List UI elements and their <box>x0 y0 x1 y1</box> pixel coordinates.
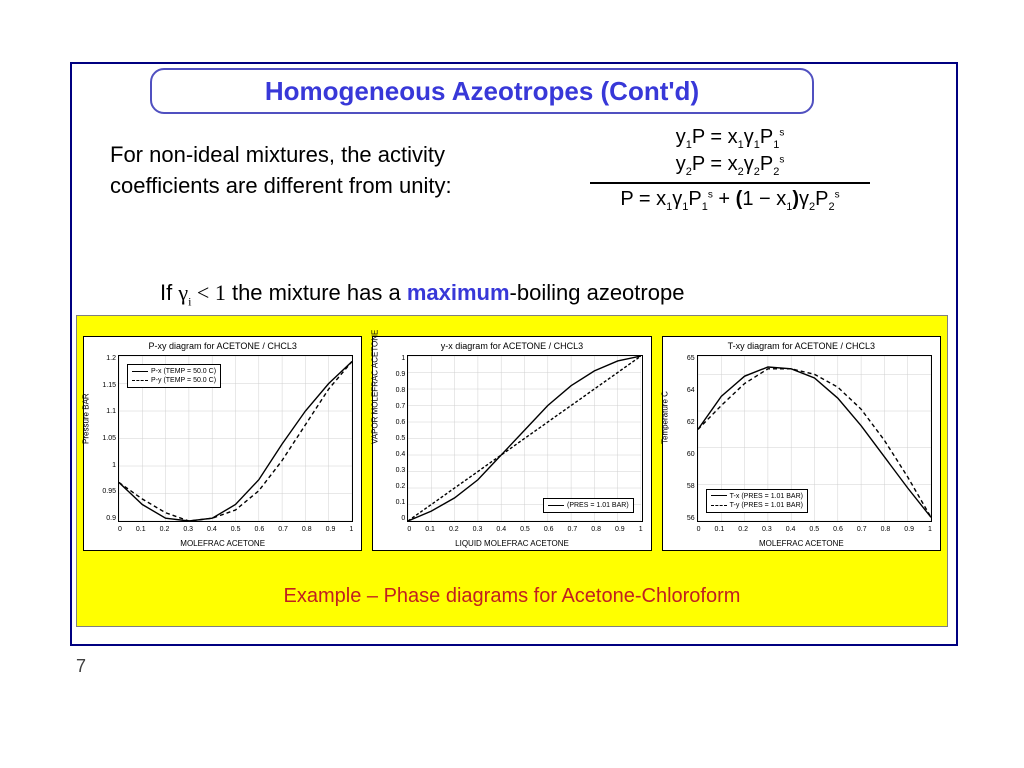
example-panel: P-xy diagram for ACETONE / CHCL3 MOLEFRAC… <box>76 315 948 627</box>
plot-area: (PRES = 1.01 BAR) <box>407 355 642 522</box>
page-number: 7 <box>76 656 86 677</box>
eq-1: y1P = x1γ1P1s <box>560 126 900 151</box>
eq-divider <box>590 182 870 184</box>
equations: y1P = x1γ1P1s y2P = x2γ2P2s P = x1γ1P1s … <box>560 124 900 215</box>
chart-ylabel: Pressure BAR <box>82 393 91 444</box>
legend: P-x (TEMP = 50.0 C)P-y (TEMP = 50.0 C) <box>127 364 221 388</box>
chart-ylabel: Temperature C <box>660 391 669 444</box>
if-mid: the mixture has a <box>226 280 407 305</box>
intro-text: For non-ideal mixtures, the activity coe… <box>110 140 510 202</box>
xticks: 00.10.20.30.40.50.60.70.80.91 <box>407 526 642 536</box>
chart-ylabel: VAPOR MOLEFRAC ACETONE <box>371 329 380 443</box>
chart-title: P-xy diagram for ACETONE / CHCL3 <box>84 341 361 351</box>
chart-1: y-x diagram for ACETONE / CHCL3 LIQUID MO… <box>372 336 651 551</box>
condition-line: If γi < 1 the mixture has a maximum-boil… <box>160 280 900 309</box>
charts-row: P-xy diagram for ACETONE / CHCL3 MOLEFRAC… <box>83 336 941 551</box>
if-cond: γi < 1 <box>178 280 226 305</box>
if-keyword: maximum <box>407 280 510 305</box>
chart-title: T-xy diagram for ACETONE / CHCL3 <box>663 341 940 351</box>
chart-xlabel: LIQUID MOLEFRAC ACETONE <box>373 539 650 548</box>
eq-2: y2P = x2γ2P2s <box>560 153 900 178</box>
chart-2: T-xy diagram for ACETONE / CHCL3 MOLEFRAC… <box>662 336 941 551</box>
yticks: 565860626465 <box>677 355 695 522</box>
if-prefix: If <box>160 280 178 305</box>
eq-3: P = x1γ1P1s + (1 − x1)γ2P2s <box>560 188 900 213</box>
yticks: 00.10.20.30.40.50.60.70.80.91 <box>387 355 405 522</box>
chart-xlabel: MOLEFRAC ACETONE <box>84 539 361 548</box>
xticks: 00.10.20.30.40.50.60.70.80.91 <box>118 526 353 536</box>
plot-svg <box>408 356 641 521</box>
example-caption: Example – Phase diagrams for Acetone-Chl… <box>77 585 947 608</box>
plot-area: P-x (TEMP = 50.0 C)P-y (TEMP = 50.0 C) <box>118 355 353 522</box>
chart-title: y-x diagram for ACETONE / CHCL3 <box>373 341 650 351</box>
if-suffix: -boiling azeotrope <box>510 280 685 305</box>
legend: (PRES = 1.01 BAR) <box>543 498 634 513</box>
legend: T-x (PRES = 1.01 BAR)T-y (PRES = 1.01 BA… <box>706 489 808 513</box>
chart-0: P-xy diagram for ACETONE / CHCL3 MOLEFRAC… <box>83 336 362 551</box>
yticks: 0.90.9511.051.11.151.2 <box>98 355 116 522</box>
plot-area: T-x (PRES = 1.01 BAR)T-y (PRES = 1.01 BA… <box>697 355 932 522</box>
chart-xlabel: MOLEFRAC ACETONE <box>663 539 940 548</box>
slide-title: Homogeneous Azeotropes (Cont'd) <box>150 68 814 114</box>
xticks: 00.10.20.30.40.50.60.70.80.91 <box>697 526 932 536</box>
